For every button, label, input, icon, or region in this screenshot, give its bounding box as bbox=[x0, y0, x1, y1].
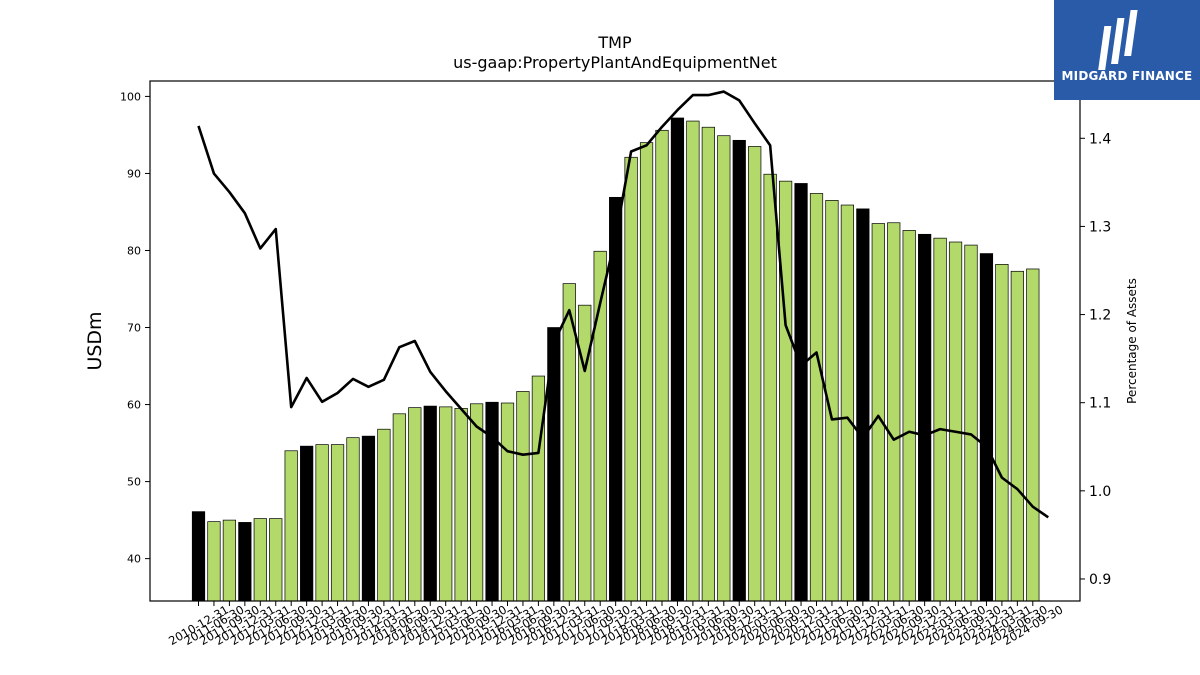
bar-2016-06-30 bbox=[531, 375, 546, 602]
chart-subtitle: us-gaap:PropertyPlantAndEquipmentNet bbox=[453, 53, 777, 72]
bar-2011-06-30 bbox=[222, 519, 236, 602]
bar-2015-06-30 bbox=[470, 403, 484, 602]
bar-2022-06-30 bbox=[902, 230, 916, 602]
right-axis: 0.9 1.0 1.1 1.2 1.3 1.4 bbox=[1080, 131, 1111, 588]
bar-2015-09-30 bbox=[485, 401, 499, 602]
bar-2011-12-31 bbox=[253, 518, 267, 602]
bar-2012-03-31 bbox=[269, 518, 283, 602]
bar-2019-09-30 bbox=[732, 139, 746, 602]
bar-2013-03-31 bbox=[330, 444, 345, 602]
bar-2018-06-30 bbox=[655, 129, 669, 602]
y-tick-label-right-1.2: 1.2 bbox=[1089, 308, 1111, 324]
bar-2015-12-31 bbox=[500, 402, 515, 602]
bar-2014-12-31 bbox=[439, 406, 453, 602]
logo-text: MIDGARD FINANCE bbox=[1061, 69, 1193, 83]
bar-2022-12-31 bbox=[933, 237, 947, 602]
bar-2014-03-31 bbox=[392, 413, 406, 602]
y-tick-label-left-100: 100 bbox=[120, 90, 141, 103]
midgard-logo-icon bbox=[1098, 10, 1138, 70]
bar-2019-12-31 bbox=[748, 146, 762, 602]
bar-2014-09-30 bbox=[423, 405, 437, 602]
bar-2023-09-30 bbox=[979, 253, 994, 602]
y-tick-label-right-1.1: 1.1 bbox=[1089, 396, 1111, 412]
y-tick-label-left-90: 90 bbox=[127, 167, 141, 180]
bar-2019-03-31 bbox=[701, 126, 715, 602]
bar-2018-09-30 bbox=[670, 117, 685, 602]
bar-2020-09-30 bbox=[794, 183, 808, 602]
bar-2023-06-30 bbox=[964, 244, 978, 602]
y-tick-label-left-70: 70 bbox=[127, 322, 141, 335]
y-tick-label-left-40: 40 bbox=[127, 553, 141, 566]
bar-2019-06-30 bbox=[717, 135, 731, 602]
left-axis: 40 50 60 70 80 90 100 bbox=[120, 90, 150, 566]
bar-2021-06-30 bbox=[840, 204, 855, 602]
bar-2018-12-31 bbox=[686, 120, 700, 602]
bar-2024-06-30 bbox=[1026, 268, 1040, 602]
y-tick-label-right-1.4: 1.4 bbox=[1089, 131, 1111, 147]
bar-2013-09-30 bbox=[361, 435, 376, 602]
bar-2013-12-31 bbox=[377, 428, 391, 602]
bar-2012-06-30 bbox=[284, 450, 298, 602]
plot-frame bbox=[149, 80, 1081, 602]
bar-2010-12-31 bbox=[191, 511, 206, 602]
bar-2015-03-31 bbox=[454, 408, 468, 602]
bar-2022-03-31 bbox=[887, 222, 901, 602]
y-axis-label-left: USDm bbox=[84, 311, 106, 370]
bar-2024-03-31 bbox=[1010, 270, 1024, 602]
y-tick-label-right-1.3: 1.3 bbox=[1089, 219, 1111, 235]
bar-2016-03-31 bbox=[516, 391, 530, 602]
y-tick-label-left-60: 60 bbox=[127, 399, 141, 412]
bar-2023-12-31 bbox=[995, 264, 1009, 602]
bar-series bbox=[191, 117, 1040, 602]
bar-2011-09-30 bbox=[238, 522, 252, 602]
bar-2011-03-31 bbox=[207, 521, 221, 602]
bar-2014-06-30 bbox=[408, 407, 422, 602]
y-tick-label-right-0.9: 0.9 bbox=[1089, 572, 1111, 588]
y-tick-label-right-1: 1.0 bbox=[1089, 484, 1111, 500]
x-axis: 2010-12-312011-06-302011-09-302011-12-31… bbox=[166, 601, 1065, 648]
bar-2017-12-31 bbox=[624, 156, 638, 602]
y-tick-label-left-80: 80 bbox=[127, 244, 141, 257]
brand-logo: MIDGARD FINANCE bbox=[1054, 0, 1200, 100]
bar-2020-03-31 bbox=[763, 173, 777, 602]
percentage-line bbox=[197, 90, 1049, 519]
bar-2018-03-31 bbox=[639, 142, 654, 602]
bar-2012-09-30 bbox=[300, 445, 314, 602]
y-tick-label-left-50: 50 bbox=[127, 476, 141, 489]
bar-2020-12-31 bbox=[809, 193, 824, 602]
bar-2022-09-30 bbox=[918, 233, 932, 602]
chart-title: TMP bbox=[597, 33, 632, 52]
bar-2021-12-31 bbox=[871, 223, 885, 602]
y-axis-label-right: Percentage of Assets bbox=[1125, 278, 1139, 404]
percentage-of-assets-line bbox=[197, 90, 1049, 519]
bar-2013-06-30 bbox=[346, 437, 360, 602]
bar-2021-09-30 bbox=[856, 208, 870, 602]
bar-2012-12-31 bbox=[315, 444, 329, 602]
bar-2023-03-31 bbox=[948, 241, 963, 602]
bar-2020-06-30 bbox=[778, 180, 793, 602]
